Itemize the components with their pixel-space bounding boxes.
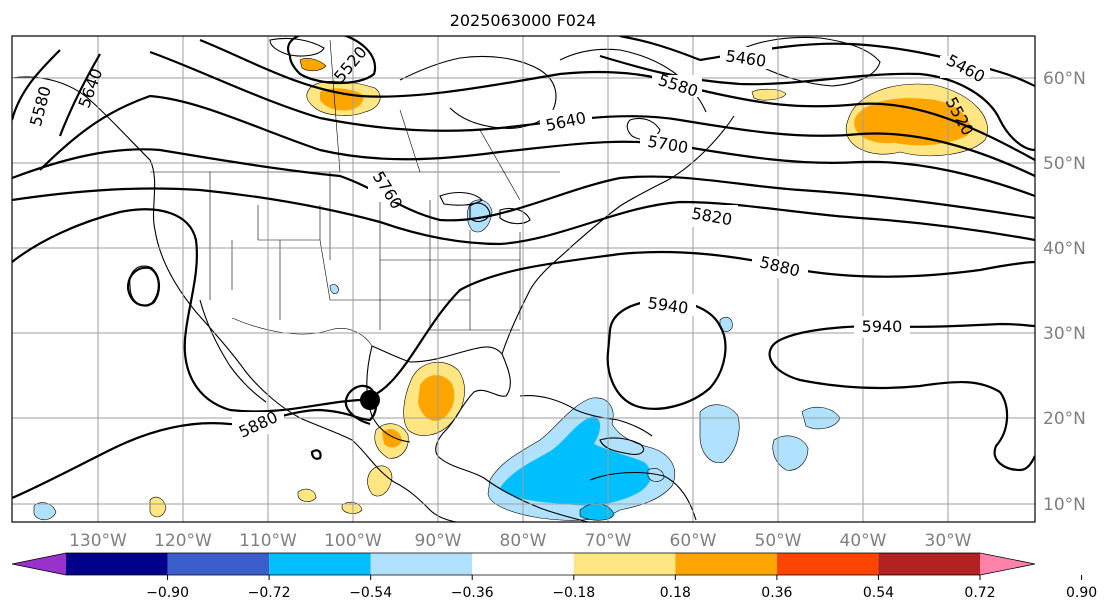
lake-michigan — [469, 202, 491, 223]
contour-small-closed — [310, 449, 322, 460]
shaded-anomaly-regions — [33, 58, 988, 521]
anomaly-canada-north — [299, 58, 327, 72]
lon-label: 110°W — [239, 531, 297, 551]
colorbar-segment — [675, 553, 777, 575]
lake-huron — [499, 207, 531, 225]
lat-label: 50°N — [1043, 154, 1086, 174]
colorbar-segment — [269, 553, 371, 575]
us-state-borders — [209, 172, 521, 331]
contour-5940-east-south — [768, 339, 1001, 393]
anomaly-atlantic-1 — [699, 404, 740, 463]
colorbar: −0.90 −0.72 −0.54 −0.36 −0.18 0.18 0.36 0.54 0.7… — [11, 552, 1097, 601]
colorbar-segment — [370, 553, 473, 575]
south-america-north — [589, 472, 697, 521]
gulf-of-mexico-coast — [371, 345, 511, 479]
anomaly-great-lakes — [466, 199, 493, 233]
lat-label: 10°N — [1043, 495, 1086, 515]
colorbar-tick-label: 0.90 — [1066, 585, 1097, 601]
anomaly-rockies-small — [329, 284, 339, 294]
contour-5820 — [12, 187, 1035, 246]
lon-label: 30°W — [925, 531, 972, 551]
colorbar-tick-label: −0.18 — [552, 585, 595, 601]
anomaly-east-pacific-2 — [297, 488, 317, 502]
lat-label: 60°N — [1043, 69, 1086, 89]
map-title: 2025063000 F024 — [450, 11, 597, 30]
colorbar-segment — [776, 553, 879, 575]
lon-label: 40°W — [840, 531, 887, 551]
lat-label: 20°N — [1043, 409, 1086, 429]
contour-5940-southeast — [993, 391, 1035, 472]
lon-label: 130°W — [69, 531, 127, 551]
lon-label: 100°W — [324, 531, 382, 551]
contour-5580 — [199, 38, 1035, 161]
lon-label: 120°W — [154, 531, 212, 551]
lon-label: 90°W — [415, 531, 462, 551]
anomaly-east-pacific-1 — [149, 496, 167, 518]
colorbar-segment — [167, 553, 270, 575]
anomaly-caribbean-east — [647, 468, 665, 482]
contour-5460-west — [619, 36, 701, 62]
latitude-labels: 60°N 50°N 40°N 30°N 20°N 10°N — [1043, 69, 1086, 515]
colorbar-tick-label: 0.36 — [761, 585, 792, 601]
lat-label: 30°N — [1043, 324, 1086, 344]
anomaly-east-pacific-blue — [33, 502, 57, 521]
tropical-cyclone-marker — [360, 390, 380, 410]
lon-label: 70°W — [585, 531, 632, 551]
lon-label: 80°W — [500, 531, 547, 551]
anomaly-caribbean-deepblue — [500, 416, 651, 506]
anomaly-canada-orange — [320, 88, 364, 111]
colorbar-tick-label: −0.90 — [146, 585, 189, 601]
colorbar-extend-high — [980, 553, 1035, 575]
colorbar-tick-label: −0.72 — [248, 585, 291, 601]
central-america — [483, 477, 589, 522]
colorbar-tick-label: −0.36 — [451, 585, 494, 601]
colorbar-tick-label: −0.54 — [349, 585, 392, 601]
anomaly-pacific-mexico — [367, 465, 393, 497]
cuba — [519, 395, 653, 437]
contour-5760 — [12, 148, 1035, 222]
contour-5520-low — [287, 36, 377, 85]
contour-5880 — [12, 208, 1035, 413]
contour-5940-east — [779, 322, 1035, 341]
contour-5580-west — [12, 49, 61, 121]
contour-5880-low — [126, 266, 160, 307]
hispaniola — [599, 437, 645, 455]
map-panel: 5460 5460 5520 5520 5580 5580 5640 5640 … — [11, 35, 1036, 523]
arctic-island — [269, 37, 325, 57]
contour-5640-west — [58, 53, 101, 137]
contour-5880-south — [12, 384, 378, 500]
colorbar-tick-label: 0.54 — [863, 585, 894, 601]
lon-label: 60°W — [670, 531, 717, 551]
pacific-coastline — [12, 76, 457, 522]
baja-california — [199, 299, 267, 403]
lake-superior — [439, 191, 483, 206]
colorbar-segment — [472, 553, 574, 575]
anomaly-east-pacific-3 — [341, 501, 363, 514]
colorbar-tick-label: 0.18 — [660, 585, 691, 601]
colorbar-segment — [573, 553, 676, 575]
colorbar-segment — [878, 553, 980, 575]
lat-label: 40°N — [1043, 239, 1086, 259]
colorbar-tick-label: 0.72 — [964, 585, 995, 601]
anomaly-gulf-orange — [418, 375, 455, 421]
map-frame — [11, 35, 1036, 523]
us-mexico-border — [231, 317, 373, 347]
political-borders — [150, 39, 560, 347]
lon-label: 50°W — [755, 531, 802, 551]
colorbar-outline — [11, 552, 1036, 576]
contour-5700 — [39, 94, 1035, 198]
anomaly-atlantic-2 — [772, 435, 809, 471]
longitude-labels: 130°W 120°W 110°W 100°W 90°W 80°W 70°W 6… — [69, 531, 972, 551]
contour-label-5940-b: 5940 — [862, 317, 903, 336]
colorbar-extend-low — [12, 553, 66, 575]
canada-province-borders — [329, 39, 521, 201]
colorbar-segment — [66, 553, 168, 575]
